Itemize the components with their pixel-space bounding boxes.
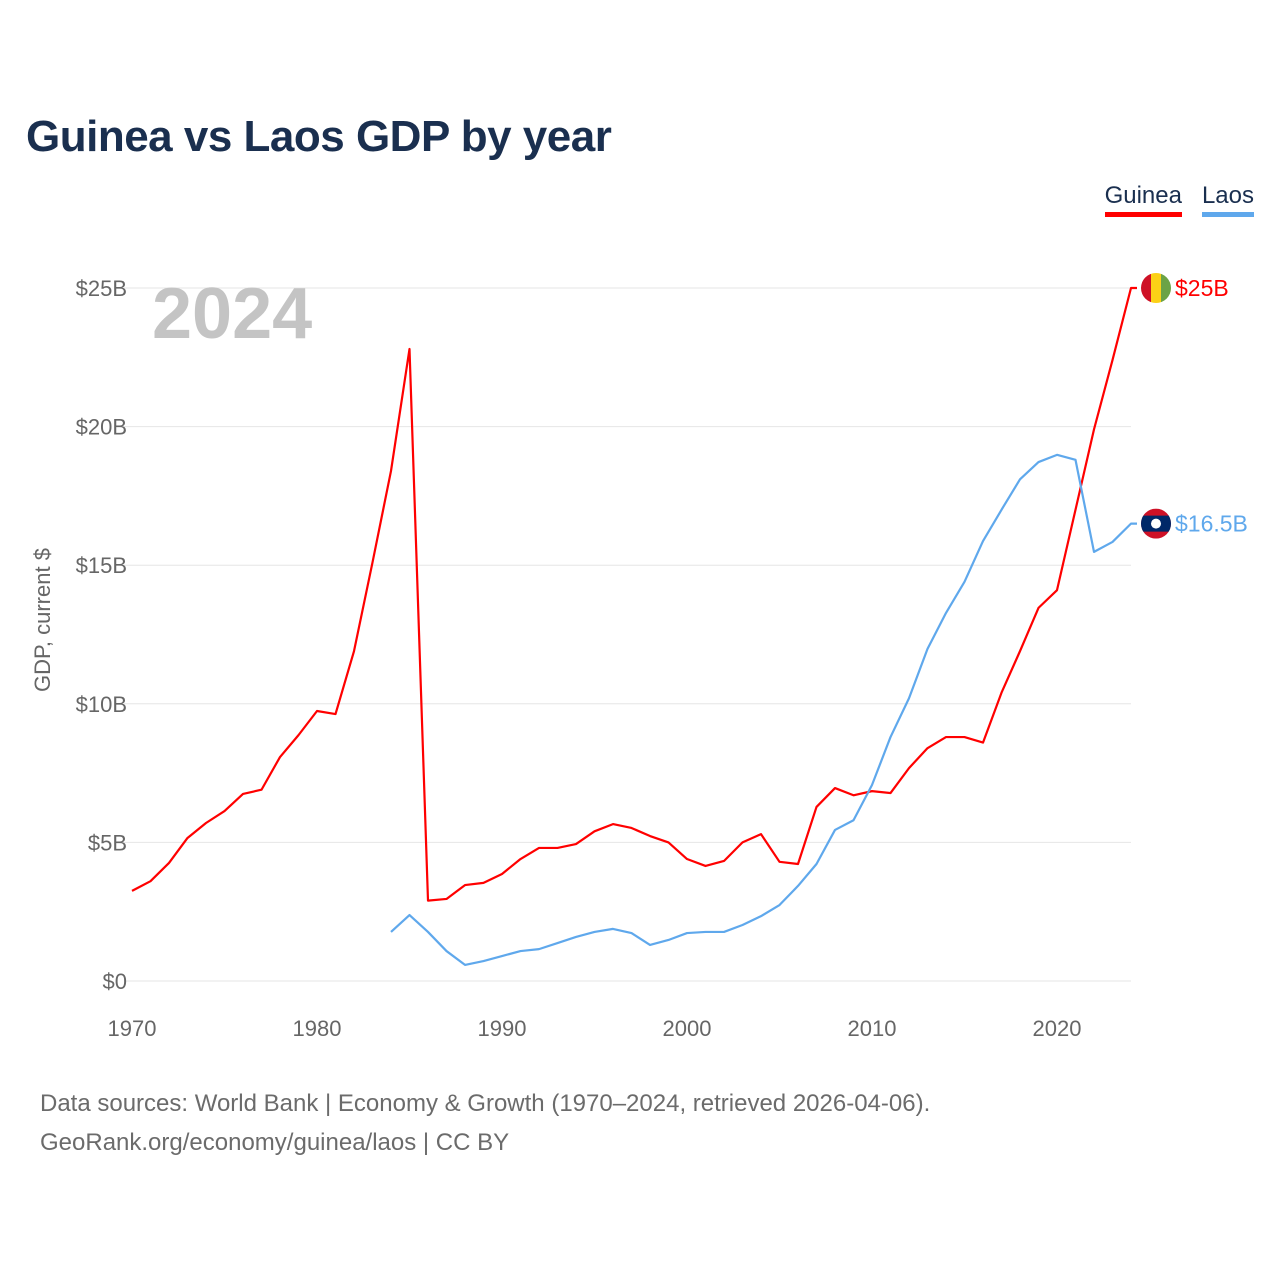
year-watermark: 2024 — [152, 274, 312, 354]
x-tick-label: 2000 — [663, 1016, 712, 1041]
end-value-label-guinea: $25B — [1175, 275, 1229, 301]
x-tick-label: 1990 — [478, 1016, 527, 1041]
legend: Guinea Laos — [1104, 182, 1254, 217]
y-tick-label: $25B — [76, 276, 127, 301]
series-line-laos — [390, 453, 1137, 967]
x-tick-label: 1970 — [108, 1016, 157, 1041]
guinea-flag-icon — [1141, 273, 1171, 303]
data-sources: Data sources: World Bank | Economy & Gro… — [40, 1090, 931, 1117]
laos-flag-icon — [1141, 508, 1171, 539]
series-line-guinea — [131, 286, 1137, 902]
x-tick-label: 2010 — [848, 1016, 897, 1041]
legend-laos[interactable]: Laos — [1201, 182, 1254, 217]
y-tick-label: $20B — [76, 415, 127, 440]
y-tick-label: $0 — [103, 969, 127, 994]
chart-title: Guinea vs Laos GDP by year — [26, 112, 612, 161]
y-axis-label: GDP, current $ — [30, 548, 55, 692]
x-tick-label: 2020 — [1033, 1016, 1082, 1041]
source-link[interactable]: GeoRank.org/economy/guinea/laos | CC BY — [40, 1129, 510, 1156]
y-tick-label: $10B — [76, 692, 127, 717]
y-tick-label: $5B — [88, 830, 127, 855]
end-value-label-laos: $16.5B — [1175, 511, 1248, 537]
x-tick-label: 1980 — [293, 1016, 342, 1041]
footer: Data sources: World Bank | Economy & Gro… — [40, 1084, 930, 1162]
y-tick-label: $15B — [76, 553, 127, 578]
legend-guinea[interactable]: Guinea — [1104, 182, 1182, 217]
